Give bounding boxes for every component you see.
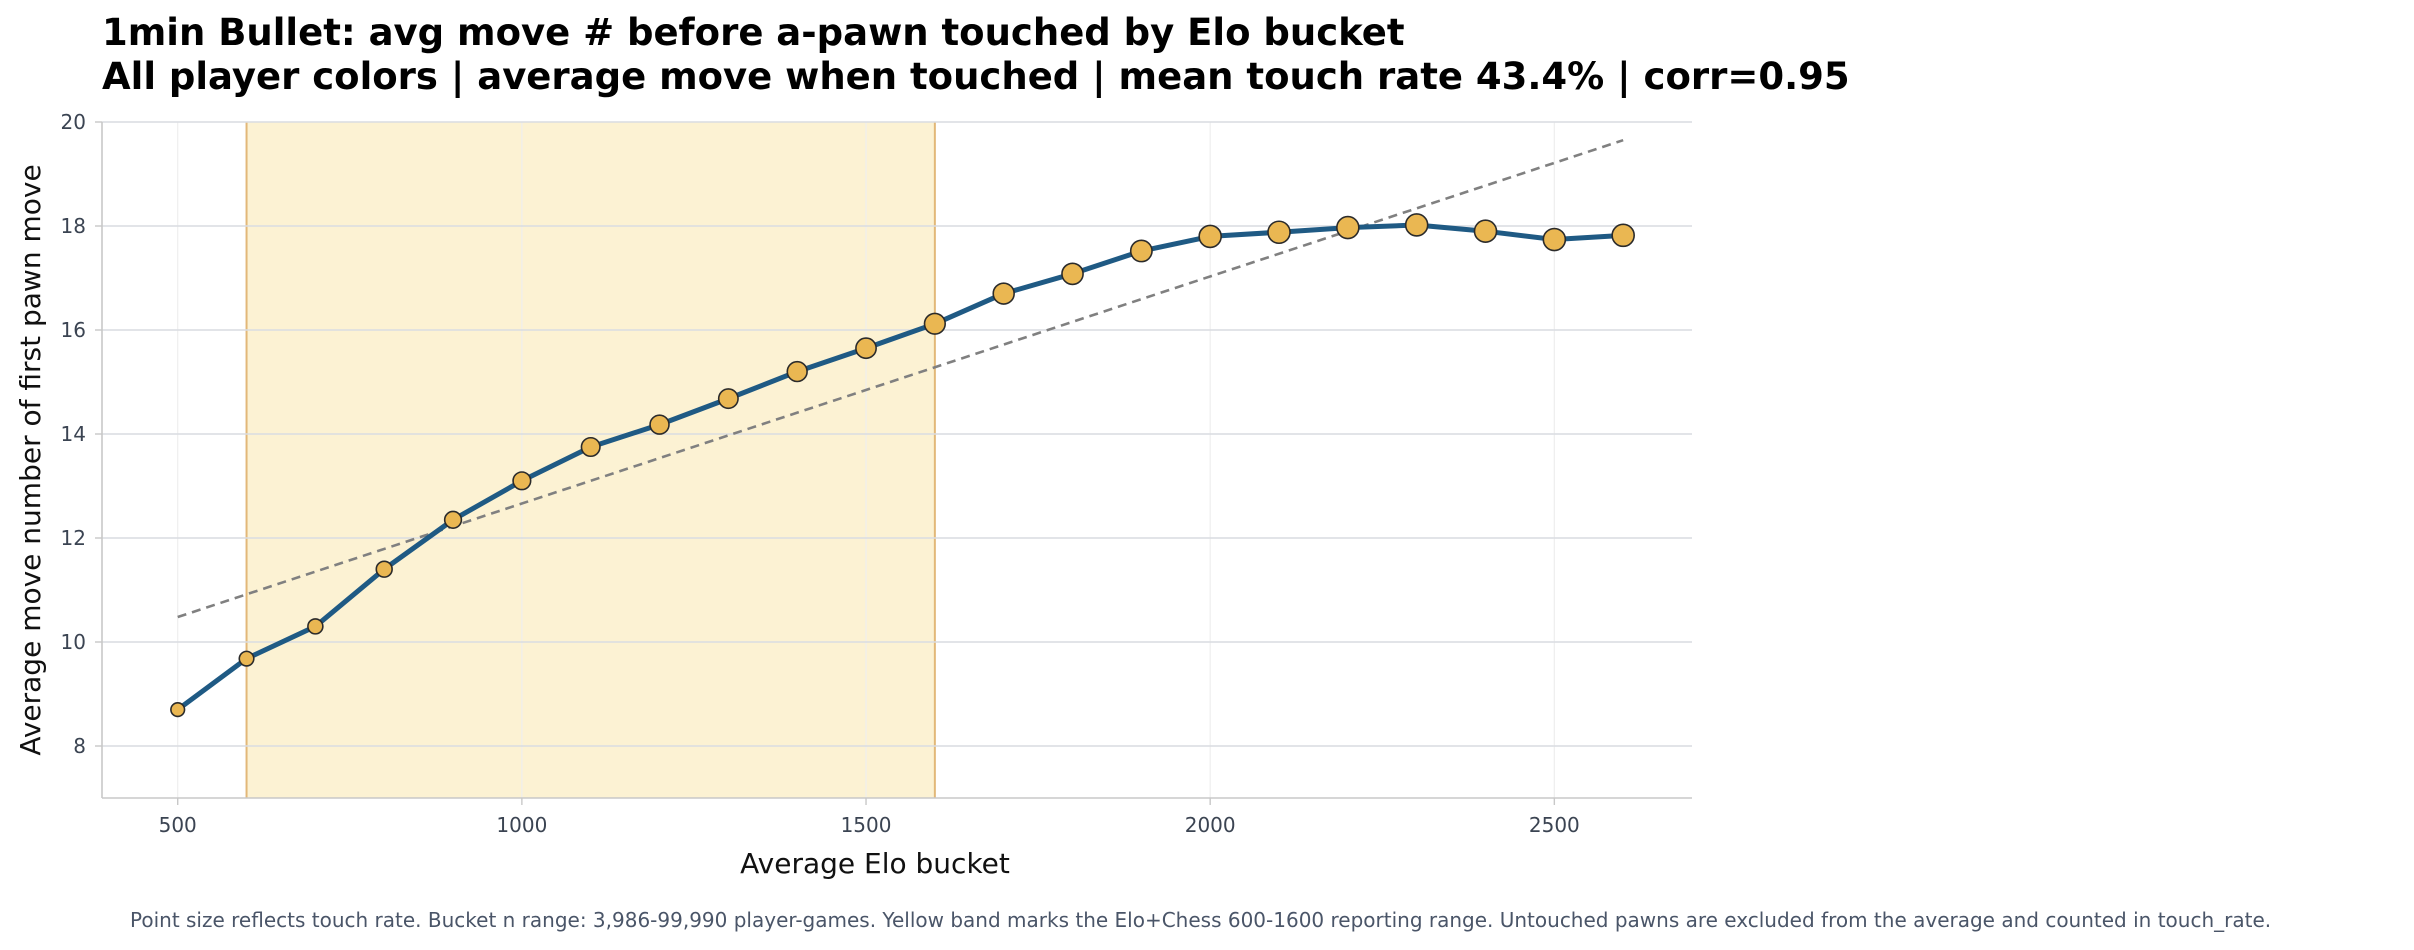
data-point <box>717 388 739 410</box>
y-tick-label: 10 <box>61 630 86 654</box>
chart-title: 1min Bullet: avg move # before a-pawn to… <box>102 11 1405 54</box>
x-tick-label: 2000 <box>1185 813 1236 837</box>
data-point <box>1267 220 1291 245</box>
data-point <box>375 560 393 578</box>
y-tick-label: 18 <box>61 214 86 238</box>
data-point <box>1404 213 1429 237</box>
plot-area: 500 1000 1500 2000 2500 8 10 12 14 16 18 20 <box>61 110 1692 837</box>
y-axis-label: Average move number of first pawn move <box>14 164 47 755</box>
data-point <box>1611 223 1635 248</box>
y-tick-label: 8 <box>73 734 86 758</box>
data-point <box>1061 262 1084 286</box>
x-tick-label: 1500 <box>841 813 892 837</box>
data-point <box>923 312 946 335</box>
trend-line <box>177 138 1624 619</box>
x-tick-label: 2500 <box>1529 813 1580 837</box>
data-point <box>1336 215 1360 240</box>
y-tick-label: 16 <box>61 318 86 342</box>
data-point <box>307 618 324 635</box>
data-point <box>580 436 601 458</box>
data-point <box>1198 224 1222 249</box>
data-point <box>1129 239 1153 263</box>
x-tick-label: 500 <box>159 813 197 837</box>
y-tick-label: 20 <box>61 110 86 134</box>
footnote: Point size reflects touch rate. Bucket n… <box>130 908 2271 932</box>
chart-subtitle: All player colors | average move when to… <box>102 55 1850 98</box>
y-tick-label: 12 <box>61 526 86 550</box>
data-point <box>238 650 255 667</box>
data-point <box>512 471 532 491</box>
data-point <box>1473 219 1498 243</box>
data-point <box>170 701 186 718</box>
x-tick-label: 1000 <box>496 813 547 837</box>
data-point <box>786 360 808 383</box>
data-point <box>992 282 1015 305</box>
y-tick-label: 14 <box>61 422 86 446</box>
series-line <box>175 222 1626 713</box>
data-point <box>1542 227 1567 252</box>
data-point <box>855 337 877 360</box>
x-axis-label: Average Elo bucket <box>740 847 1010 880</box>
reporting-range-band <box>246 122 935 798</box>
data-point <box>649 414 670 435</box>
data-point <box>443 510 463 529</box>
